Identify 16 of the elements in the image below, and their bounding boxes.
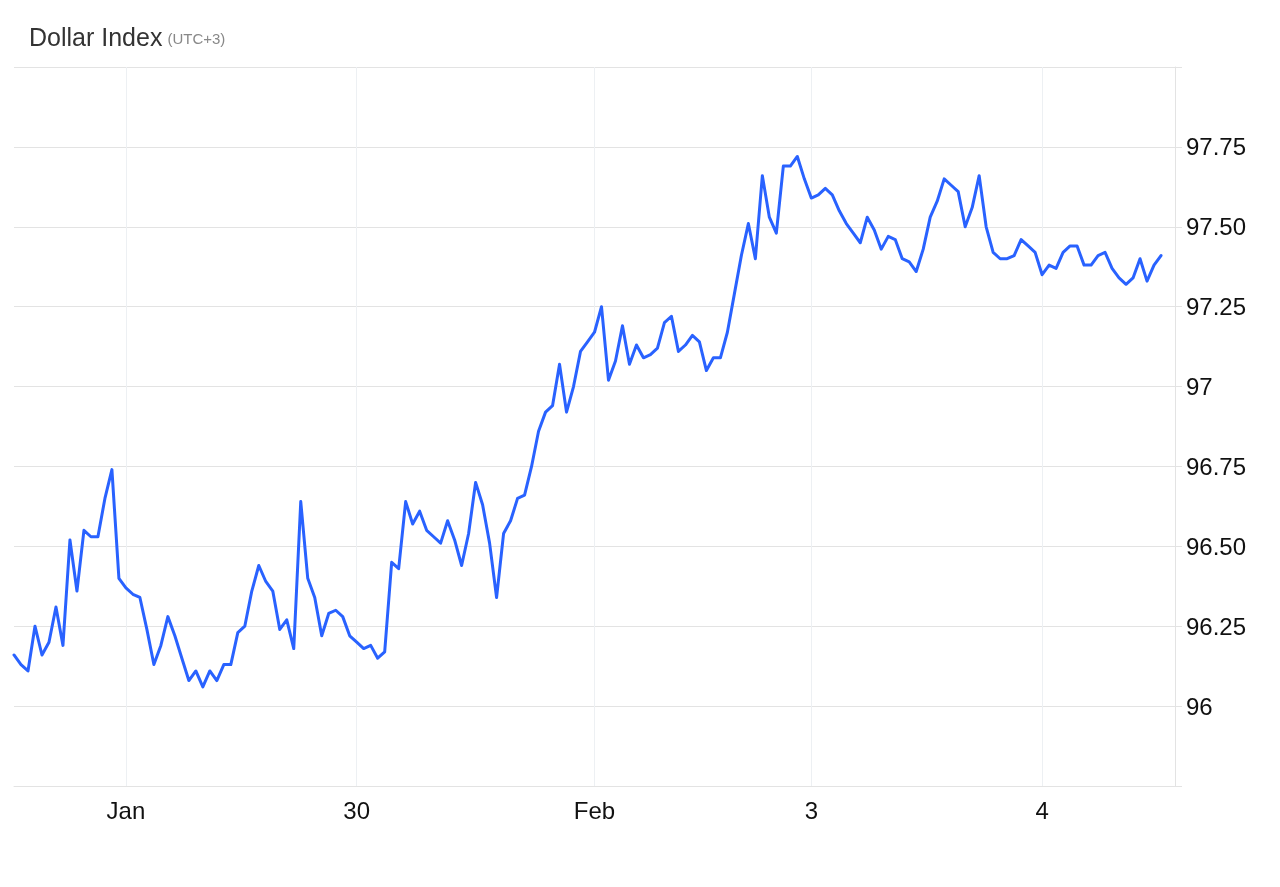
x-tick-label: 30 [343, 796, 371, 824]
y-tick-label: 97 [1186, 373, 1213, 401]
y-tick-label: 96.75 [1186, 452, 1247, 480]
y-tick-label: 96 [1186, 692, 1213, 720]
y-tick-label: 97.25 [1186, 293, 1247, 321]
line-series [12, 154, 1163, 689]
y-tick-label: 97.50 [1186, 213, 1247, 241]
chart-title: Dollar Index [29, 22, 163, 51]
chart-subtitle: (UTC+3) [167, 30, 226, 47]
y-tick-label: 96.25 [1186, 612, 1247, 640]
x-tick-label: 4 [1035, 796, 1049, 824]
x-tick-label: Jan [106, 796, 146, 824]
x-tick-label: Feb [573, 796, 616, 824]
x-tick-label: 3 [804, 796, 818, 824]
y-tick-label: 97.75 [1186, 133, 1247, 161]
y-tick-label: 96.50 [1186, 532, 1247, 560]
